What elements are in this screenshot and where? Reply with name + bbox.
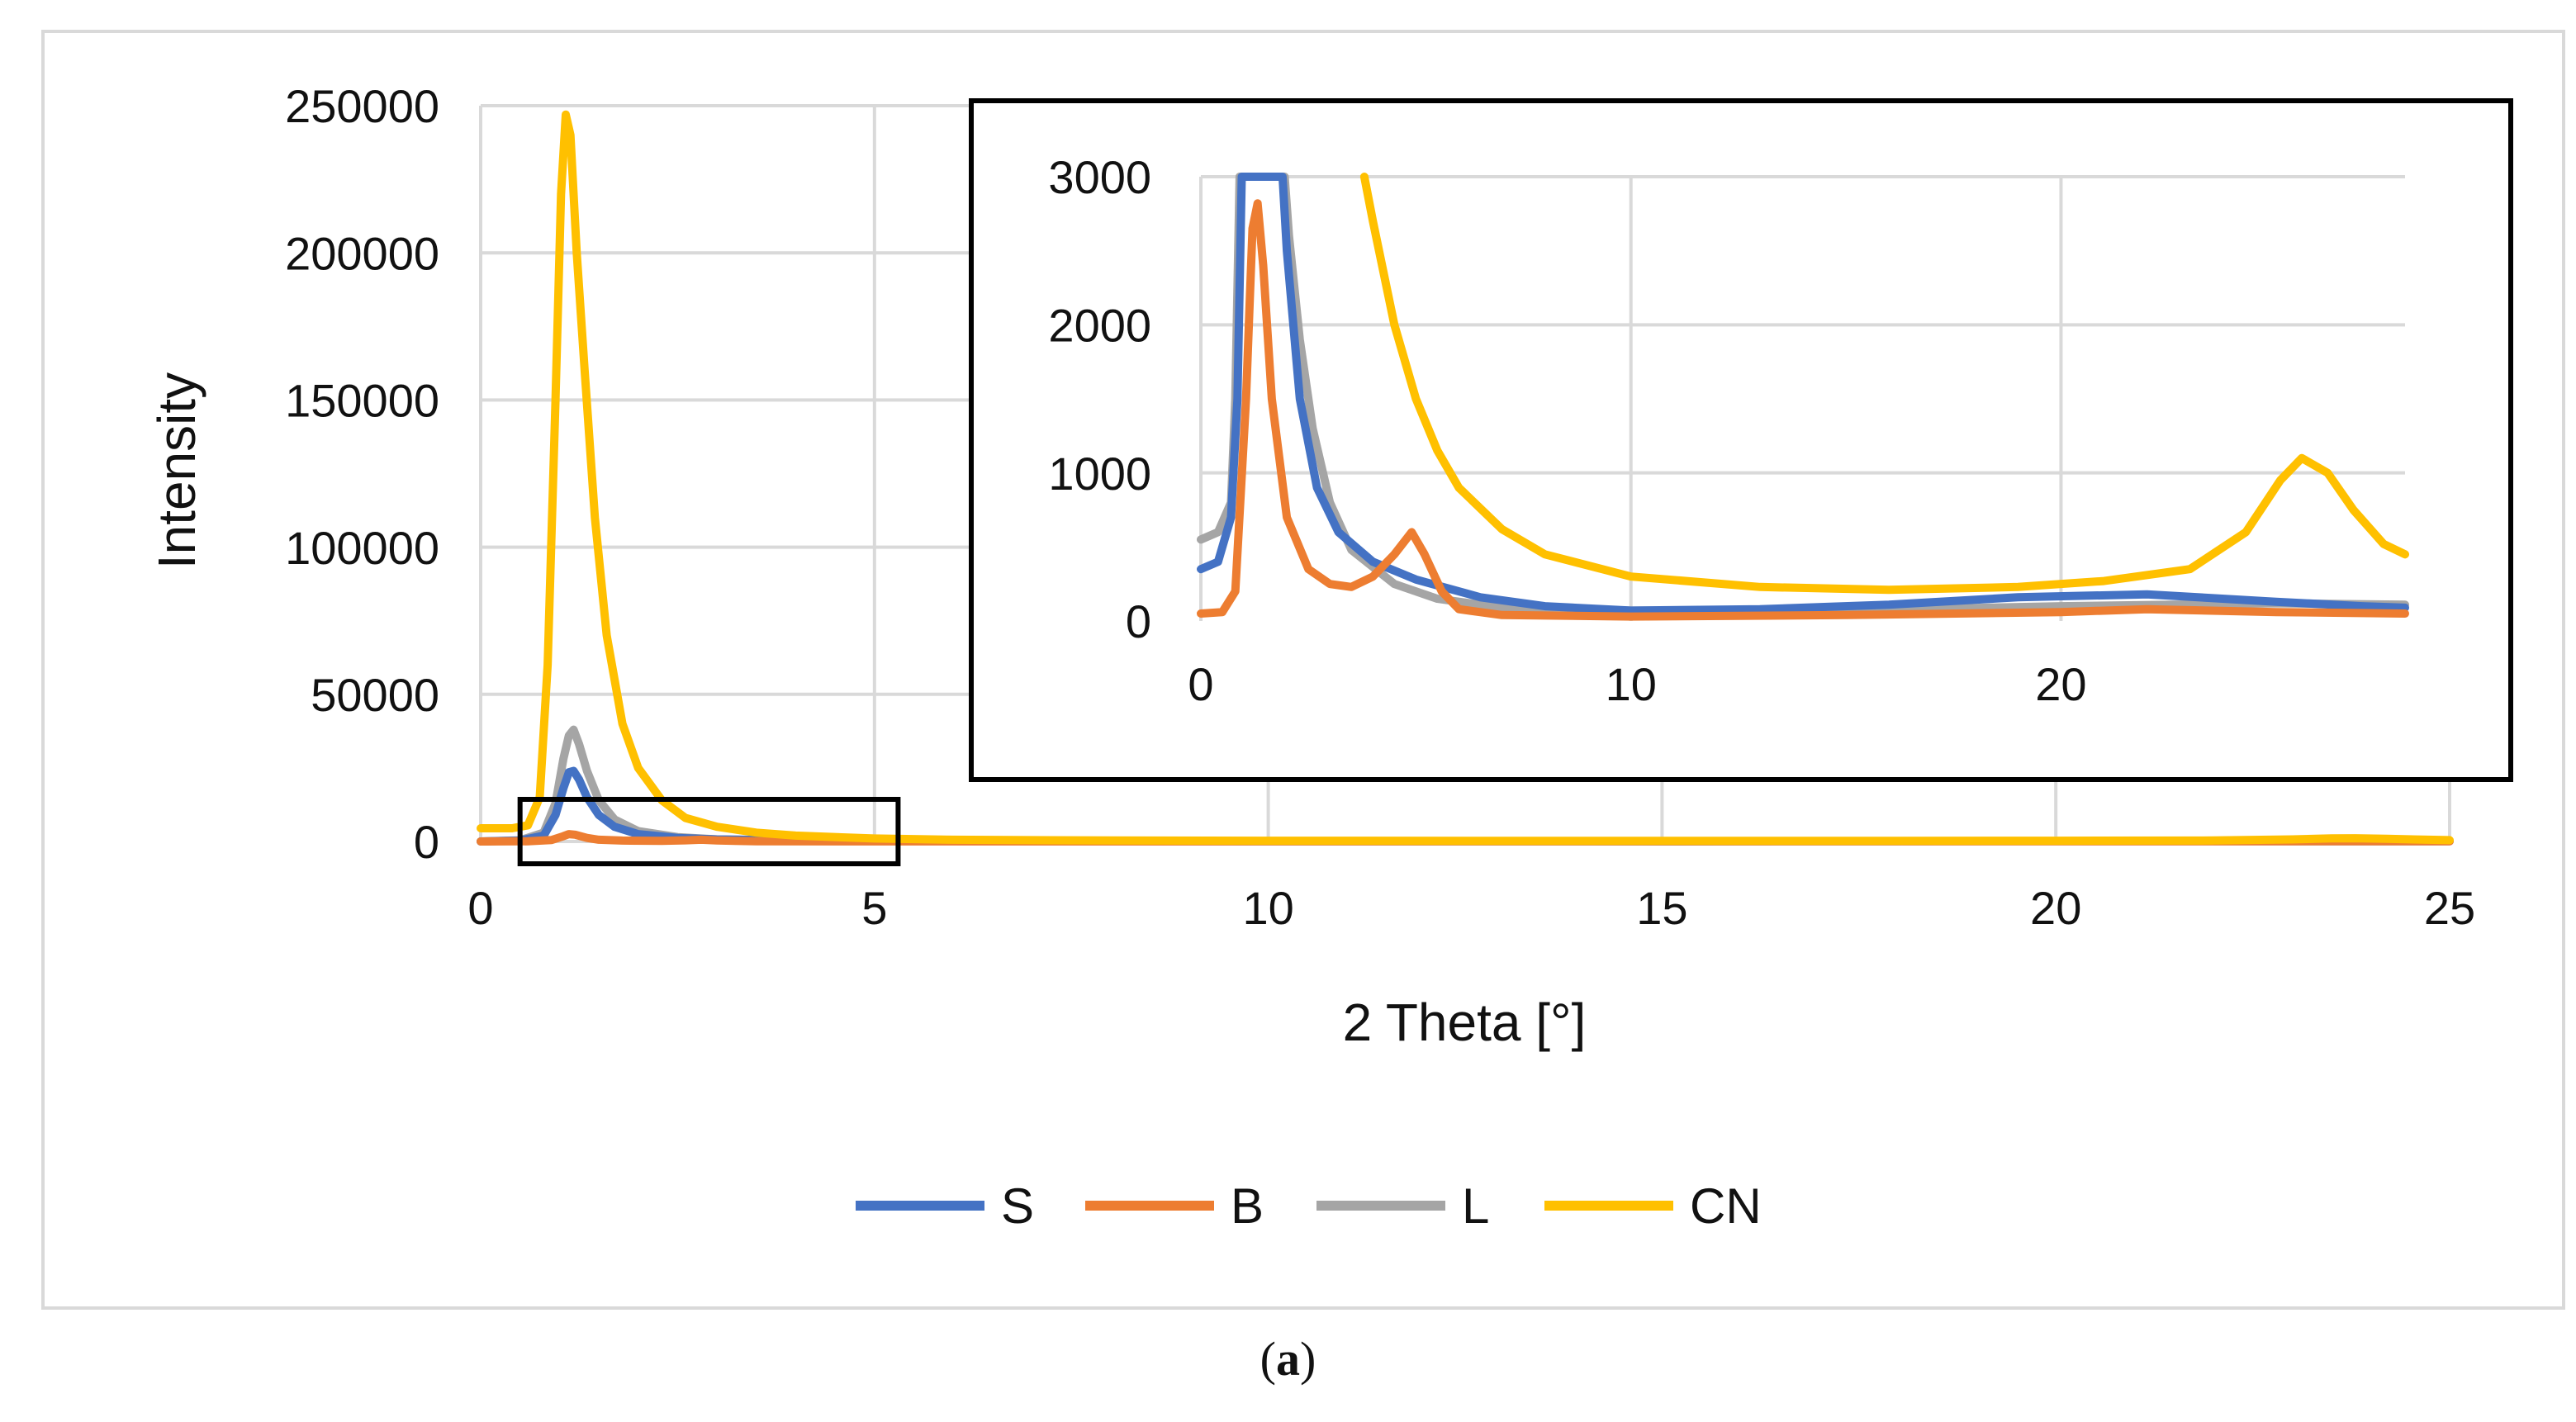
legend-label-b: B	[1231, 1178, 1264, 1234]
inset-y-tick-labels: 0 1000 2000 3000	[1048, 151, 1151, 647]
main-y-tick-label: 50000	[311, 669, 439, 721]
caption-letter: a	[1276, 1332, 1300, 1386]
inset-x-tick-label: 0	[1188, 658, 1213, 710]
series-b-line	[1197, 199, 2409, 621]
main-x-tick-label: 20	[2030, 882, 2081, 934]
x-axis-label: 2 Theta [°]	[1343, 993, 1587, 1052]
series-s-line	[1197, 173, 2409, 615]
y-axis-label: Intensity	[147, 372, 206, 569]
main-x-tick-label: 15	[1636, 882, 1687, 934]
figure-caption: (a)	[0, 1331, 2576, 1386]
inset-grid	[1199, 175, 2405, 621]
legend-label-l: L	[1462, 1178, 1489, 1234]
inset-plot-lines	[1197, 173, 2409, 621]
inset-y-tick-label: 3000	[1048, 151, 1151, 203]
main-x-tick-labels: 0 5 10 15 20 25	[467, 882, 2475, 934]
series-cn-line	[477, 110, 2454, 846]
inset-x-tick-labels: 0 10 20	[1188, 658, 2086, 710]
main-y-tick-label: 0	[414, 816, 439, 868]
inset-frame	[969, 98, 2513, 782]
legend: S B L CN	[856, 1178, 1762, 1234]
zoom-region-box	[517, 797, 901, 866]
legend-label-s: S	[1001, 1178, 1034, 1234]
inset-x-tick-label: 20	[2035, 658, 2086, 710]
caption-close-paren: )	[1300, 1332, 1316, 1386]
inset-y-tick-label: 2000	[1048, 299, 1151, 351]
legend-label-cn: CN	[1690, 1178, 1762, 1234]
main-y-tick-label: 250000	[285, 80, 439, 132]
inset-x-tick-label: 10	[1606, 658, 1657, 710]
main-y-tick-label: 200000	[285, 227, 439, 279]
main-x-tick-label: 25	[2424, 882, 2475, 934]
main-x-tick-label: 0	[467, 882, 493, 934]
series-cn-line	[1359, 173, 2409, 595]
main-x-tick-label: 10	[1242, 882, 1293, 934]
inset-chart: 0 1000 2000 3000 0 10 20	[969, 98, 2513, 782]
main-plot-lines	[477, 110, 2454, 846]
caption-open-paren: (	[1260, 1332, 1276, 1386]
inset-y-tick-label: 0	[1126, 595, 1151, 647]
inset-y-tick-label: 1000	[1048, 448, 1151, 500]
main-y-tick-labels: 0 50000 100000 150000 200000 250000	[285, 80, 439, 868]
main-y-tick-label: 100000	[285, 522, 439, 574]
main-x-tick-label: 5	[861, 882, 887, 934]
main-y-tick-label: 150000	[285, 375, 439, 427]
